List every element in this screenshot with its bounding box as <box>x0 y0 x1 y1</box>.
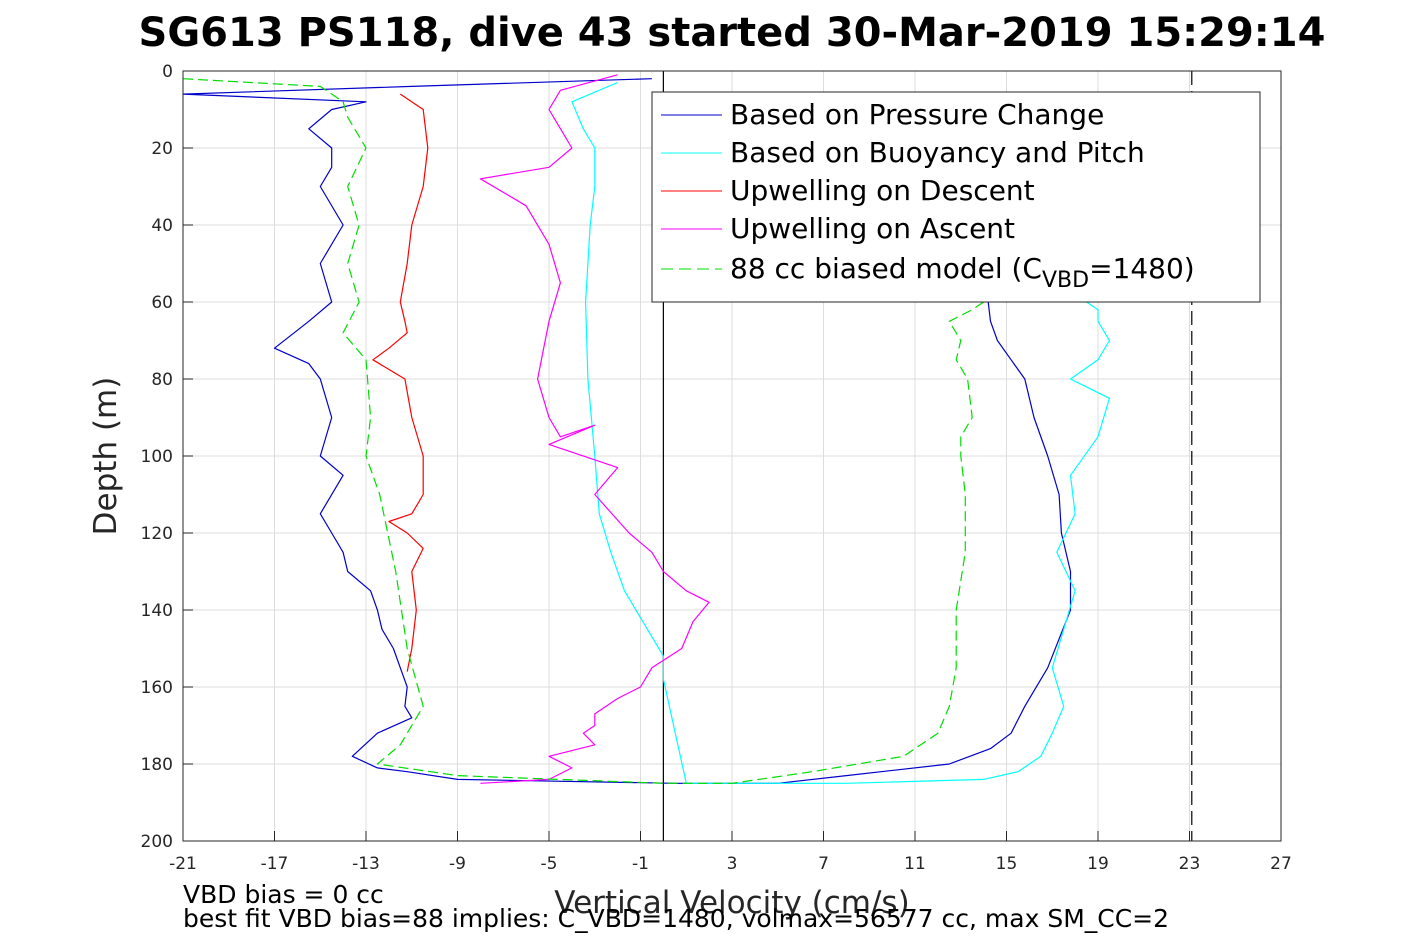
y-tick-label: 40 <box>151 216 173 236</box>
x-tick-label: -9 <box>449 854 466 874</box>
legend-label-model: 88 cc biased model (CVBD=1480) <box>730 252 1195 293</box>
series-line-upwell_ascent <box>479 74 710 784</box>
y-tick-label: 60 <box>151 293 173 313</box>
legend-label-model-sub: VBD <box>1042 268 1089 293</box>
x-tick-label: -21 <box>169 854 197 874</box>
x-tick-label: -1 <box>632 854 649 874</box>
legend-label-buoyancy: Based on Buoyancy and Pitch <box>730 136 1145 169</box>
x-tick-label: -13 <box>352 854 380 874</box>
legend-box <box>651 91 1261 303</box>
legend-label-upwelling-descent: Upwelling on Descent <box>730 174 1035 207</box>
x-tick-label: 23 <box>1179 854 1201 874</box>
footer-line-1: VBD bias = 0 cc <box>183 880 384 909</box>
footer-line-2: best fit VBD bias=88 implies: C_VBD=1480… <box>183 904 1169 933</box>
x-tick-label: -17 <box>261 854 289 874</box>
series-group <box>182 74 1111 784</box>
x-tick-label: -5 <box>541 854 558 874</box>
y-tick-label: 0 <box>162 62 173 82</box>
legend-label-upwelling-ascent: Upwelling on Ascent <box>730 212 1015 245</box>
y-tick-label: 20 <box>151 139 173 159</box>
x-tick-label: 15 <box>996 854 1018 874</box>
y-tick-label: 140 <box>141 601 173 621</box>
legend-label-model-main: 88 cc biased model (C <box>730 252 1042 285</box>
series-line-upwell_descent <box>372 93 429 672</box>
y-tick-label: 120 <box>141 524 173 544</box>
y-tick-label: 200 <box>141 832 173 852</box>
x-tick-label: 19 <box>1087 854 1109 874</box>
y-tick-label: 80 <box>151 370 173 390</box>
x-tick-label: 7 <box>818 854 829 874</box>
y-tick-label: 100 <box>141 447 173 467</box>
series-line-model <box>182 78 984 784</box>
y-tick-label: 160 <box>141 678 173 698</box>
series-line-pressure <box>182 78 1072 784</box>
series-line-buoyancy <box>571 81 1111 784</box>
x-tick-label: 27 <box>1270 854 1292 874</box>
x-tick-label: 11 <box>904 854 926 874</box>
x-tick-label: 3 <box>727 854 738 874</box>
x-ticks: -21 -17 -13 -9 -5 -1 3 7 11 15 19 23 27 <box>169 831 1292 874</box>
legend: Based on Pressure Change Based on Buoyan… <box>651 91 1261 303</box>
chart-title: SG613 PS118, dive 43 started 30-Mar-2019… <box>139 10 1326 56</box>
y-tick-label: 180 <box>141 755 173 775</box>
x-axis-label: Vertical Velocity (cm/s) <box>554 885 909 921</box>
legend-label-model-end: =1480) <box>1089 252 1195 285</box>
y-axis-label: Depth (m) <box>88 377 124 536</box>
legend-label-pressure: Based on Pressure Change <box>730 98 1104 131</box>
y-ticks: 0 20 40 60 80 100 120 140 160 180 200 <box>141 62 193 852</box>
